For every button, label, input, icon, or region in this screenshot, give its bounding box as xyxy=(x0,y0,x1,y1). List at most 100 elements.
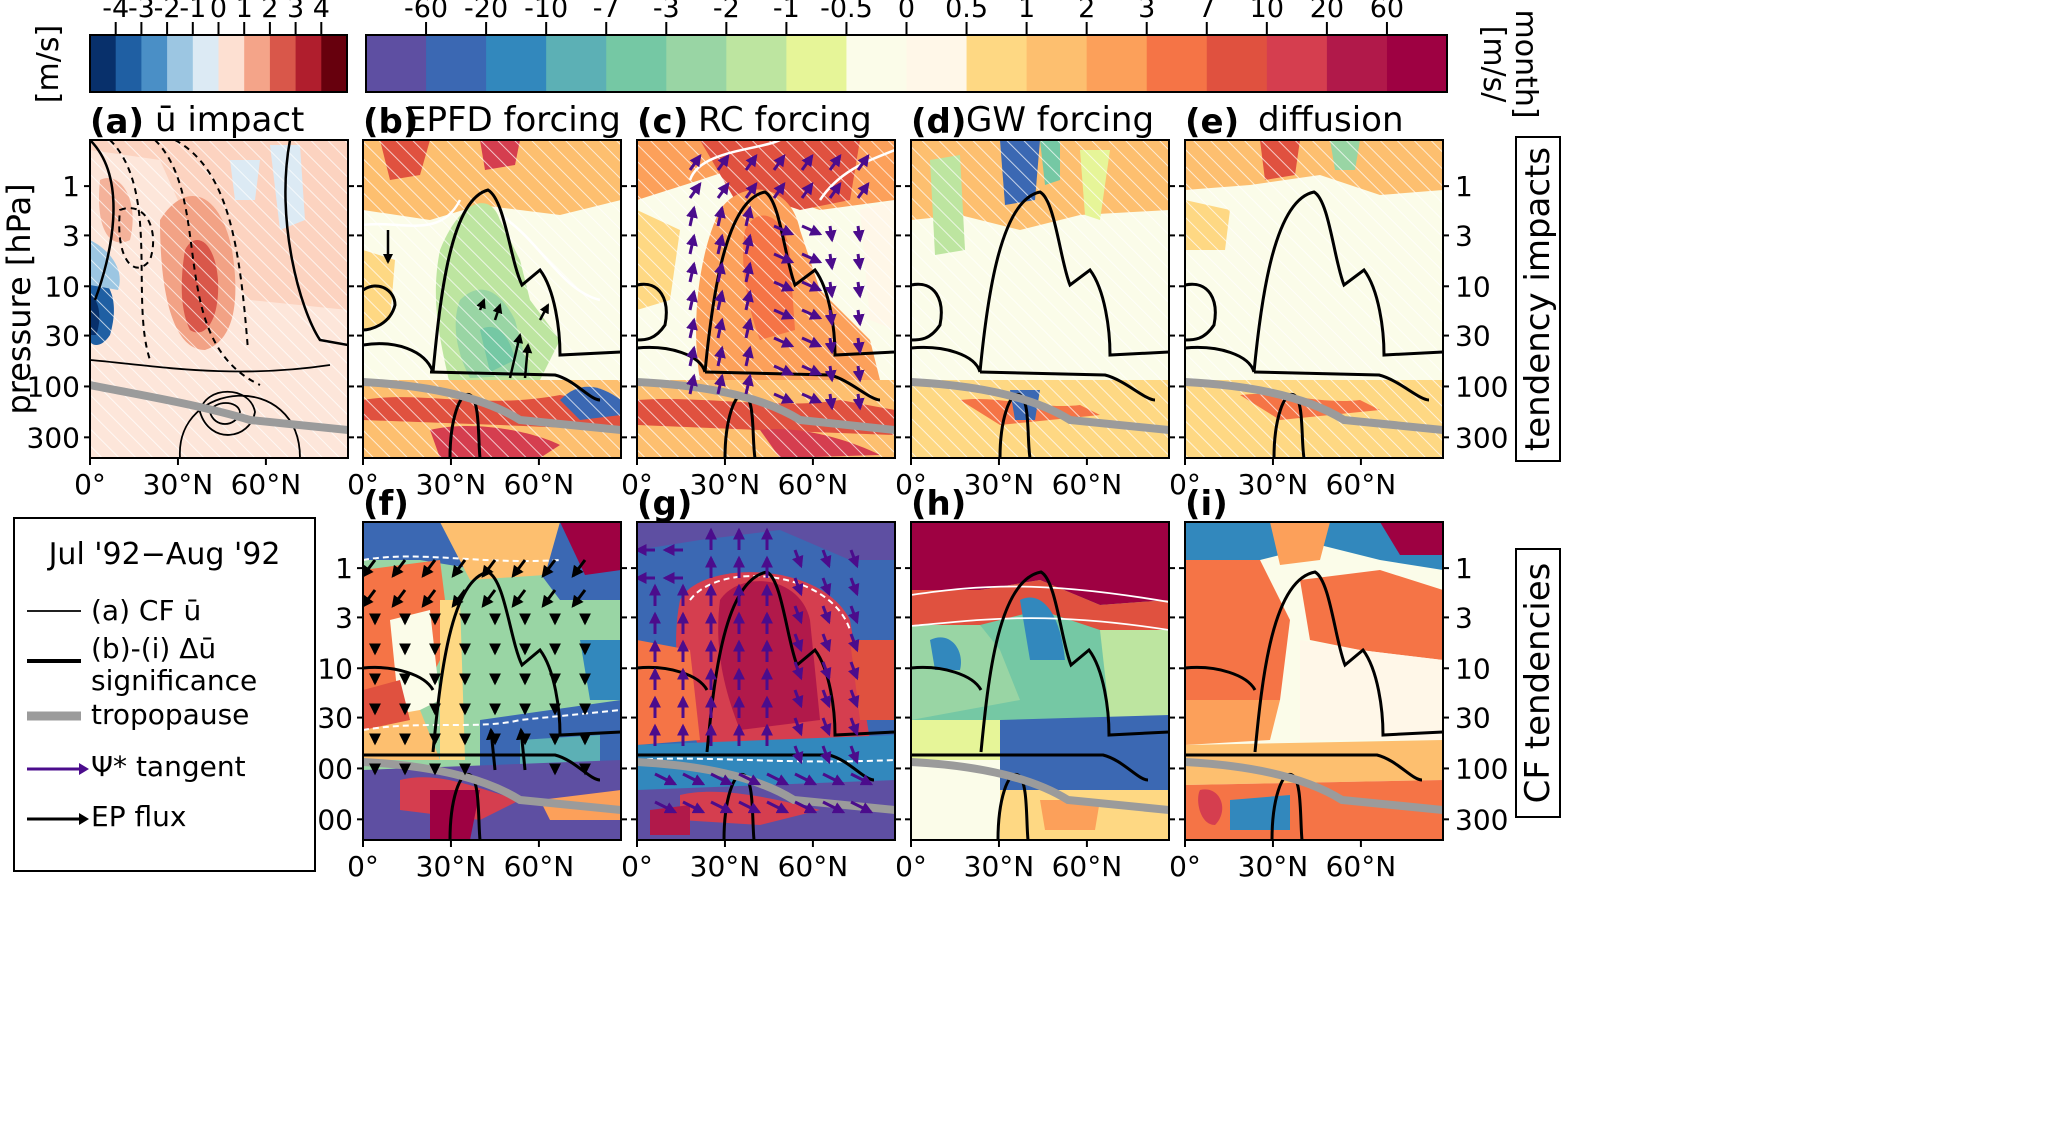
panel-g-residual-circulation-arrows xyxy=(637,527,874,814)
colorbar-left-tick-label: -3 xyxy=(128,0,155,24)
x-tick-label: 30°N xyxy=(416,850,487,883)
colorbar-left-swatch xyxy=(167,35,194,92)
y-axis-label-top: pressure [hPa] xyxy=(0,183,38,414)
quiver-arrow xyxy=(852,393,865,411)
quiver-arrow xyxy=(714,233,726,255)
legend-tropopause-line-sample xyxy=(27,711,81,721)
y-tick-label: 10 xyxy=(1455,270,1491,303)
quiver-arrow xyxy=(742,233,754,255)
quiver-arrow xyxy=(481,559,497,578)
quiver-arrow xyxy=(714,317,726,339)
quiver-arrow xyxy=(820,549,832,569)
panel-b-label: (b) xyxy=(363,102,418,142)
legend-delta-label: (b)-(i) Δū xyxy=(91,632,217,665)
x-tick-label: 60°N xyxy=(231,468,302,501)
panel-a-label: (a) xyxy=(90,102,144,142)
panel-h-label: (h) xyxy=(911,484,966,524)
colorbar-right-swatch xyxy=(1326,35,1388,92)
colorbar-left-tick-label: 0 xyxy=(210,0,227,24)
quiver-arrow xyxy=(856,154,870,171)
colorbar-right-tick-label: 2 xyxy=(1078,0,1095,24)
quiver-arrow xyxy=(511,559,527,578)
colorbar-right-unit-line1: [m/s/ xyxy=(1476,26,1511,104)
quiver-arrow xyxy=(822,772,846,786)
y-tick-label: 3 xyxy=(62,219,80,252)
colorbar-right-unit-line2: month] xyxy=(1508,9,1543,118)
quiver-arrow xyxy=(824,365,837,383)
quiver-arrow xyxy=(824,225,837,243)
quiver-arrow xyxy=(792,577,804,597)
colorbar-right-tick-label: -1 xyxy=(773,0,800,24)
colorbar-right-swatch xyxy=(1266,35,1328,92)
quiver-arrow xyxy=(772,182,786,199)
x-tick-label: 60°N xyxy=(504,468,575,501)
legend-cf-label: (a) CF ū xyxy=(91,594,202,627)
quiver-arrow xyxy=(654,800,678,814)
panel-e-title: diffusion xyxy=(1258,100,1404,140)
panel-g-field xyxy=(637,522,895,840)
quiver-arrow xyxy=(792,717,804,737)
quiver-arrow xyxy=(824,281,837,299)
panel-g xyxy=(636,521,896,841)
quiver-arrow xyxy=(682,772,706,786)
quiver-arrow xyxy=(792,633,804,653)
colorbar-right-swatch xyxy=(1206,35,1268,92)
quiver-arrow xyxy=(848,745,860,765)
quiver-arrow xyxy=(792,605,804,625)
colorbar-left-swatch xyxy=(90,35,117,92)
x-tick-label: 30°N xyxy=(964,850,1035,883)
quiver-arrow xyxy=(848,689,860,709)
y-tick-label: 30 xyxy=(317,702,353,735)
panel-f xyxy=(362,521,622,841)
colorbar-left-swatch xyxy=(141,35,168,92)
panel-a-title: ū impact xyxy=(155,100,304,140)
y-tick-label: 10 xyxy=(317,652,353,685)
quiver-arrow xyxy=(801,224,823,236)
colorbar-right-swatch xyxy=(966,35,1028,92)
x-tick-label: 0° xyxy=(74,468,106,501)
x-tick-label: 0° xyxy=(621,850,653,883)
quiver-arrow xyxy=(714,289,726,311)
axes-ticks: 1 3 10 30 100 300 0° 30°N 60°N 0° 30°N 60°N 0° 30°N 60… xyxy=(27,170,1509,883)
colorbar-right-tick-label: -2 xyxy=(713,0,740,24)
quiver-arrow xyxy=(820,577,832,597)
colorbar-right-ticks: -60 -20 -10 -7 -3 -2 -1 -0.5 0 0.5 1 2 3 7 10 20 60 xyxy=(404,0,1404,35)
colorbar-left-tick-label: 4 xyxy=(313,0,330,24)
quiver-arrow xyxy=(654,772,678,786)
quiver-arrow xyxy=(794,800,818,814)
y-tick-label: 100 xyxy=(1455,370,1508,403)
quiver-arrow xyxy=(716,182,730,199)
quiver-arrow xyxy=(688,182,702,199)
x-tick-label: 60°N xyxy=(504,850,575,883)
quiver-arrow xyxy=(481,589,497,608)
colorbar-right-swatch xyxy=(606,35,667,92)
x-tick-label: 60°N xyxy=(1052,468,1123,501)
colorbar-right-tick-label: -10 xyxy=(524,0,568,24)
y-tick-label: 1 xyxy=(335,552,353,585)
y-tick-label: 1 xyxy=(1455,552,1473,585)
colorbar-left-ticks: -4-3-2-1 0 1 2 3 4 xyxy=(102,0,330,35)
quiver-arrow xyxy=(742,261,754,283)
quiver-arrow xyxy=(688,154,702,171)
colorbar-right-tick-label: 60 xyxy=(1370,0,1404,24)
quiver-arrow xyxy=(852,225,865,243)
x-tick-label: 30°N xyxy=(964,468,1035,501)
row-label-bottom-box: CF tendencies xyxy=(1515,548,1561,818)
panel-c-field xyxy=(637,140,895,458)
legend-significance-label: significance xyxy=(91,664,258,697)
panel-c-residual-circulation-arrows xyxy=(686,154,870,411)
row-label-bottom: CF tendencies xyxy=(1518,562,1558,804)
colorbar-left-swatch xyxy=(218,35,245,92)
legend-title: Jul '92−Aug '92 xyxy=(48,537,281,572)
panel-b-title: EPFD forcing xyxy=(405,100,621,140)
panel-c-label: (c) xyxy=(637,102,688,142)
colorbar-left-swatch xyxy=(244,35,271,92)
quiver-arrow xyxy=(820,745,832,765)
quiver-arrow xyxy=(742,205,754,227)
quiver-arrow xyxy=(451,589,467,608)
colorbar-right-tick-label: -3 xyxy=(653,0,680,24)
panel-d-field xyxy=(911,140,1169,458)
quiver-arrow xyxy=(820,689,832,709)
colorbar-right-swatch xyxy=(546,35,607,92)
colorbar-left-swatches xyxy=(90,35,348,92)
